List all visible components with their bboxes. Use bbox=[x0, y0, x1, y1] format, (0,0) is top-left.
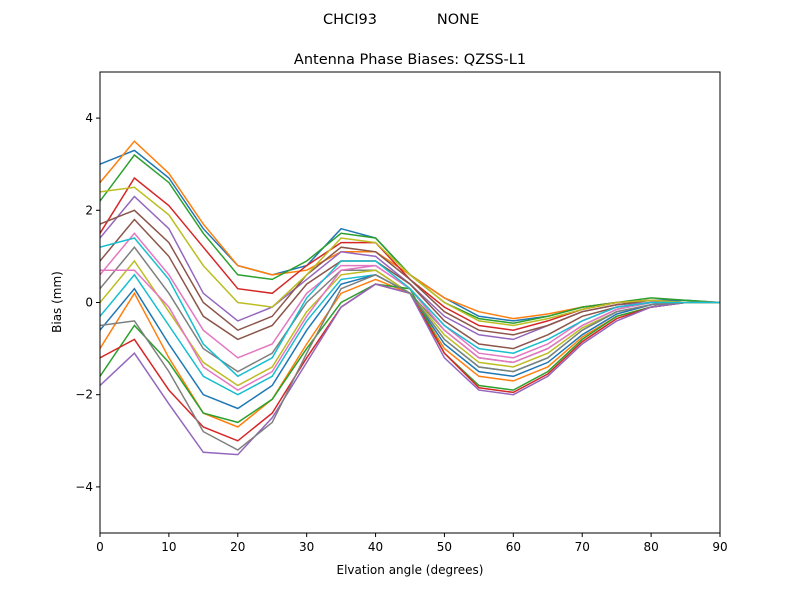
y-axis-label: Bias (mm) bbox=[50, 271, 64, 333]
x-tick-label: 30 bbox=[299, 540, 314, 554]
series-line-18 bbox=[100, 273, 720, 451]
y-tick-label: −4 bbox=[75, 480, 93, 494]
x-tick-label: 10 bbox=[161, 540, 176, 554]
x-tick-label: 50 bbox=[437, 540, 452, 554]
x-tick-label: 90 bbox=[712, 540, 727, 554]
chart-title: Antenna Phase Biases: QZSS-L1 bbox=[294, 52, 526, 68]
x-tick-label: 60 bbox=[506, 540, 521, 554]
x-tick-label: 20 bbox=[230, 540, 245, 554]
x-tick-label: 80 bbox=[643, 540, 658, 554]
y-tick-label: 0 bbox=[85, 296, 93, 310]
x-axis-label: Elvation angle (degrees) bbox=[337, 563, 484, 577]
y-tick-label: −2 bbox=[75, 388, 93, 402]
x-tick-label: 70 bbox=[575, 540, 590, 554]
series-line-7 bbox=[100, 232, 720, 359]
x-axis: 0 10 20 30 40 50 60 70 80 90 bbox=[96, 533, 728, 554]
series-line-2 bbox=[100, 140, 720, 320]
x-tick-label: 0 bbox=[96, 540, 104, 554]
series-line-19 bbox=[100, 186, 720, 327]
x-tick-label: 40 bbox=[368, 540, 383, 554]
suptitle-left: CHCI93 bbox=[323, 12, 377, 28]
y-axis: −4 −2 0 2 4 bbox=[75, 111, 100, 494]
y-tick-label: 4 bbox=[85, 111, 93, 125]
series-line-20 bbox=[100, 237, 720, 378]
series-lines bbox=[100, 140, 720, 456]
series-line-16 bbox=[100, 209, 720, 336]
y-tick-label: 2 bbox=[85, 203, 93, 217]
suptitle-right: NONE bbox=[437, 12, 479, 28]
